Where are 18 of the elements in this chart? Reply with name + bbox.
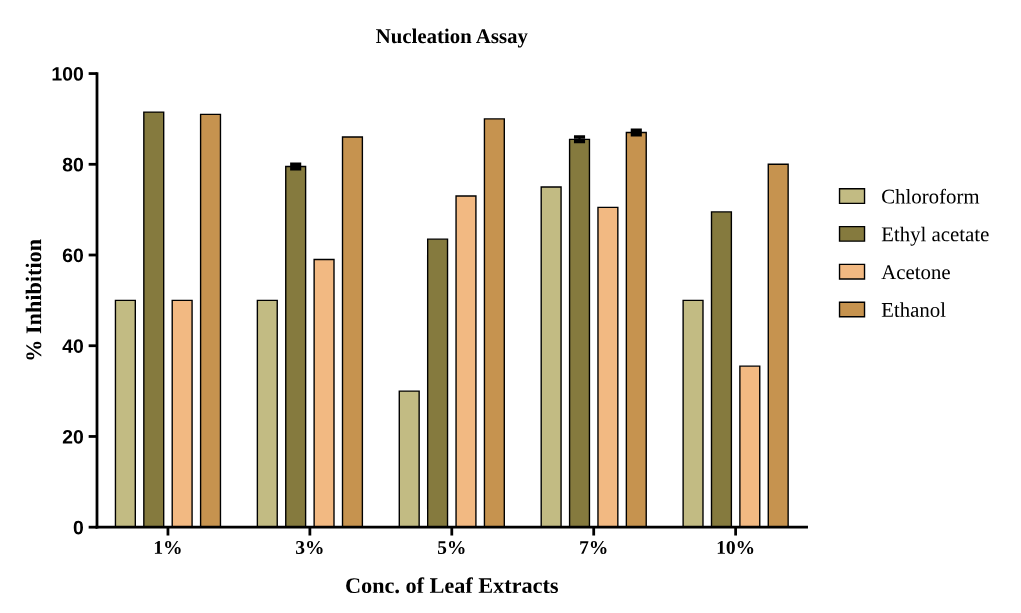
x-tick-label: 10% [717,540,754,555]
y-tick-label: 40 [62,339,84,353]
x-tick-label: 7% [580,540,607,555]
legend-label: Ethyl acetate [881,226,989,246]
y-tick-label: 60 [62,248,84,263]
x-tick-label: 3% [296,540,323,555]
x-tick-label: 1% [154,540,181,555]
legend-label: Ethanol [881,302,946,317]
y-tick-label: 100 [52,67,84,81]
x-axis-title: Conc. of Leaf Extracts [346,577,559,594]
legend-label: Acetone [881,265,950,280]
y-axis-title: % Inhibition [25,239,42,360]
y-tick-label: 0 [73,520,83,535]
y-tick-label: 80 [62,157,84,172]
chart-title: Nucleation Assay [376,28,528,48]
x-tick-label: 5% [437,540,465,555]
legend-label: Chloroform [882,188,980,204]
y-tick-label: 20 [62,429,84,444]
